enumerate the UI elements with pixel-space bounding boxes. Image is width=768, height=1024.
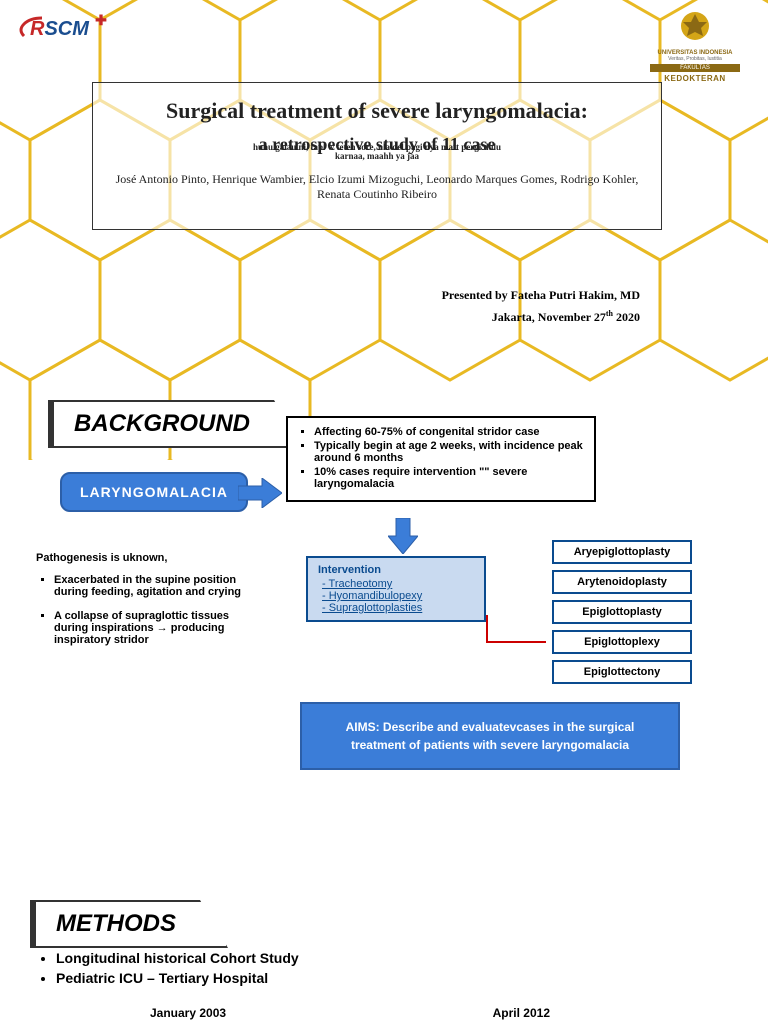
intervention-item: - Hyomandibulopexy bbox=[322, 590, 474, 602]
rscm-logo: RSCM ✚ bbox=[30, 18, 89, 41]
patho-item: Exacerbated in the supine position durin… bbox=[54, 574, 266, 598]
fact-item: 10% cases require intervention "" severe… bbox=[314, 466, 584, 490]
title-box: Surgical treatment of severe laryngomala… bbox=[92, 82, 662, 230]
ui-logo: UNIVERSITAS INDONESIA Veritas, Probitas,… bbox=[650, 8, 740, 83]
intervention-box: Intervention - Tracheotomy - Hyomandibul… bbox=[306, 556, 486, 622]
fact-item: Typically begin at age 2 weeks, with inc… bbox=[314, 440, 584, 464]
procedure-box: Arytenoidoplasty bbox=[552, 570, 692, 594]
arrow-down-icon bbox=[388, 518, 418, 559]
plus-icon: ✚ bbox=[95, 12, 107, 29]
presenter-date: Jakarta, November 27th 2020 bbox=[442, 309, 640, 325]
patho-lead: Pathogenesis is uknown, bbox=[36, 552, 266, 564]
red-connector bbox=[486, 615, 546, 643]
procedure-column: Aryepiglottoplasty Arytenoidoplasty Epig… bbox=[552, 540, 692, 690]
presenter-name: Presented by Fateha Putri Hakim, MD bbox=[442, 288, 640, 303]
patho-item: A collapse of supraglottic tissues durin… bbox=[54, 610, 266, 646]
crest-icon bbox=[675, 8, 715, 48]
authors: José Antonio Pinto, Henrique Wambier, El… bbox=[113, 172, 641, 202]
facts-box: Affecting 60-75% of congenital stridor c… bbox=[286, 416, 596, 502]
methods-header: METHODS bbox=[30, 900, 228, 948]
fact-item: Affecting 60-75% of congenital stridor c… bbox=[314, 426, 584, 438]
aims-box: AIMS: Describe and evaluatevcases in the… bbox=[300, 702, 680, 770]
procedure-box: Epiglottoplexy bbox=[552, 630, 692, 654]
intervention-item: - Supraglottoplasties bbox=[322, 602, 474, 614]
timeline-start: January 2003 bbox=[150, 1006, 226, 1020]
intervention-title: Intervention bbox=[318, 564, 474, 576]
laryngomalacia-box: LARYNGOMALACIA bbox=[60, 472, 248, 512]
timeline-end: April 2012 bbox=[493, 1006, 550, 1020]
intervention-item: - Tracheotomy bbox=[322, 578, 474, 590]
timeline: January 2003 April 2012 bbox=[150, 1006, 550, 1020]
background-header: BACKGROUND bbox=[48, 400, 302, 448]
title-main: Surgical treatment of severe laryngomala… bbox=[113, 97, 641, 126]
arrow-right-icon bbox=[238, 478, 282, 513]
methods-list: Longitudinal historical Cohort Study Ped… bbox=[36, 950, 299, 990]
procedure-box: Epiglottectony bbox=[552, 660, 692, 684]
procedure-box: Aryepiglottoplasty bbox=[552, 540, 692, 564]
methods-item: Pediatric ICU – Tertiary Hospital bbox=[56, 970, 299, 986]
procedure-box: Epiglottoplasty bbox=[552, 600, 692, 624]
methods-item: Longitudinal historical Cohort Study bbox=[56, 950, 299, 966]
pathogenesis-box: Pathogenesis is uknown, Exacerbated in t… bbox=[36, 552, 266, 658]
title-overlay: huhu galau ni, tapi w teten sore, nla de… bbox=[113, 143, 641, 163]
presenter-info: Presented by Fateha Putri Hakim, MD Jaka… bbox=[442, 288, 640, 331]
